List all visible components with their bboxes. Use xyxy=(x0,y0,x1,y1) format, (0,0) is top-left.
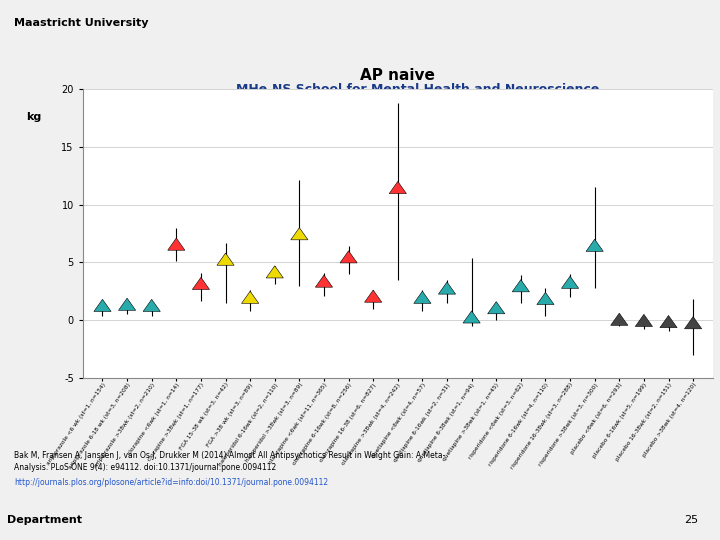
Text: AP naive: AP naive xyxy=(361,69,435,83)
Polygon shape xyxy=(611,313,628,325)
Polygon shape xyxy=(94,299,111,312)
Polygon shape xyxy=(192,278,210,289)
Text: http://journals.plos.org/plosone/article?id=info:doi/10.1371/journal.pone.009411: http://journals.plos.org/plosone/article… xyxy=(14,478,328,487)
Polygon shape xyxy=(143,299,161,312)
Polygon shape xyxy=(537,292,554,305)
Polygon shape xyxy=(586,239,603,252)
Polygon shape xyxy=(685,316,702,329)
Polygon shape xyxy=(463,311,480,323)
Polygon shape xyxy=(266,266,284,278)
Text: kg: kg xyxy=(26,112,41,122)
Polygon shape xyxy=(487,302,505,314)
Polygon shape xyxy=(660,315,677,328)
Polygon shape xyxy=(241,291,258,303)
Polygon shape xyxy=(562,276,579,288)
Polygon shape xyxy=(291,228,308,240)
Text: MHe.NS School for Mental Health and Neuroscience: MHe.NS School for Mental Health and Neur… xyxy=(236,83,599,96)
Polygon shape xyxy=(168,238,185,250)
Polygon shape xyxy=(315,275,333,287)
Polygon shape xyxy=(364,290,382,302)
Polygon shape xyxy=(217,253,234,265)
Text: 25: 25 xyxy=(684,515,698,525)
Text: Bak M, Fransen A, Janssen J, van Os J, Drukker M (2014) Almost All Antipsychotic: Bak M, Fransen A, Janssen J, van Os J, D… xyxy=(14,451,446,472)
Polygon shape xyxy=(438,282,456,294)
Polygon shape xyxy=(414,291,431,303)
Polygon shape xyxy=(119,298,135,310)
Text: Figure 3. Weight change (kg) per period only including AP-naive samples.: Figure 3. Weight change (kg) per period … xyxy=(200,113,635,123)
Polygon shape xyxy=(340,251,357,263)
Polygon shape xyxy=(512,280,529,292)
Polygon shape xyxy=(390,181,406,194)
Polygon shape xyxy=(635,314,652,327)
Text: Department: Department xyxy=(7,515,82,525)
Text: Maastricht University: Maastricht University xyxy=(14,17,149,28)
